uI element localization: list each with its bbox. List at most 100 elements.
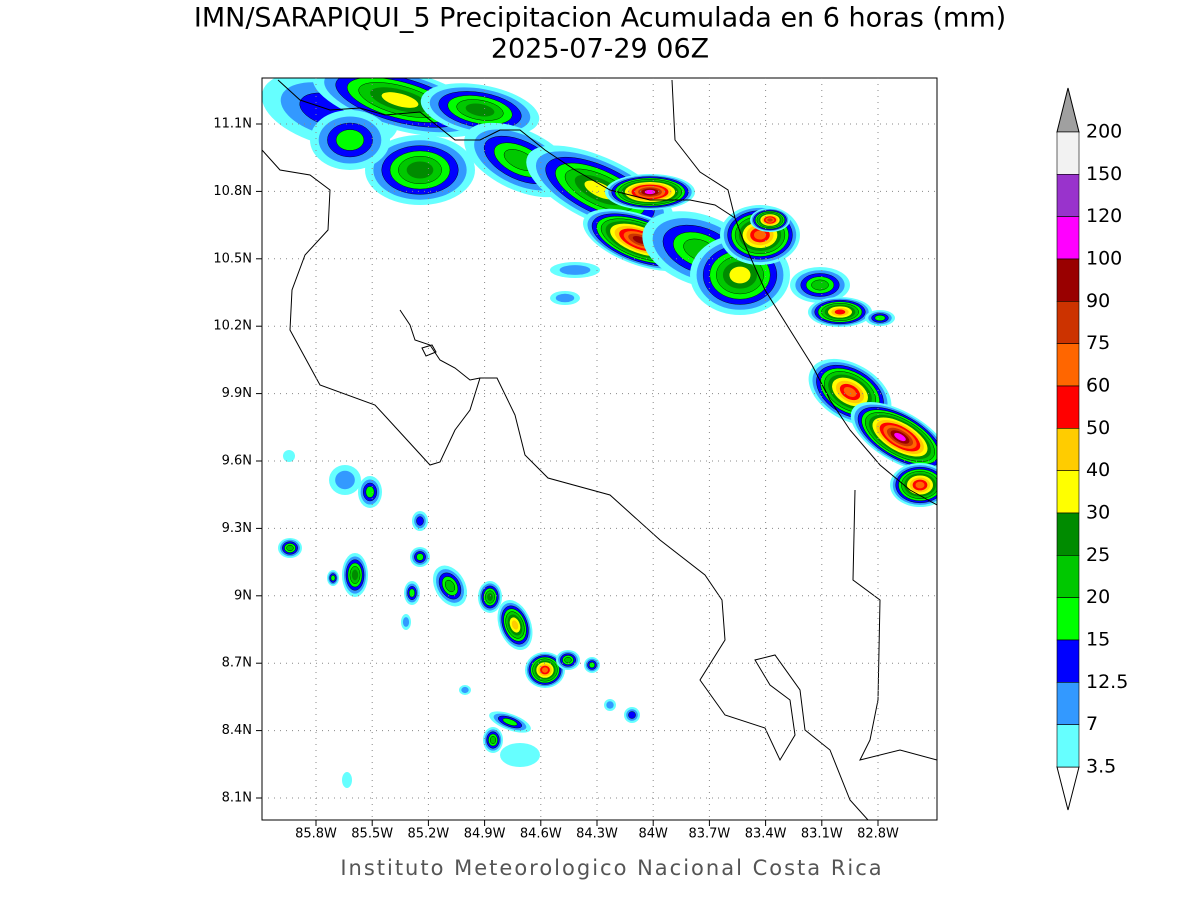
- precip-contour: [416, 516, 424, 526]
- lon-label: 85.2W: [407, 827, 449, 842]
- precip-contour: [330, 575, 336, 581]
- precip-contour: [589, 662, 595, 668]
- colorbar-segment: [1056, 131, 1080, 175]
- precip-contour: [753, 230, 767, 240]
- lon-label: 83.1W: [801, 827, 843, 842]
- precip-contour: [342, 772, 352, 788]
- subtitle: 2025-07-29 06Z: [491, 34, 709, 65]
- lon-label: 83.7W: [688, 827, 730, 842]
- colorbar-label: 30: [1086, 502, 1110, 524]
- precip-contour: [335, 129, 365, 151]
- colorbar-label: 90: [1086, 290, 1110, 312]
- colorbar-segment: [1056, 343, 1080, 387]
- lon-label: 85.5W: [351, 827, 393, 842]
- lon-label: 84.3W: [576, 827, 618, 842]
- colorbar-segment: [1056, 512, 1080, 556]
- colorbar-segment: [1056, 639, 1080, 683]
- precip-contour: [402, 617, 410, 627]
- lat-label: 8.1N: [222, 791, 252, 806]
- lat-label: 8.4N: [222, 723, 252, 738]
- precip-contour: [767, 218, 773, 222]
- precip-contour: [461, 686, 469, 694]
- colorbar-label: 25: [1086, 544, 1110, 566]
- precip-contour: [511, 620, 519, 630]
- colorbar-label: 120: [1086, 205, 1122, 227]
- colorbar-label: 100: [1086, 248, 1122, 270]
- colorbar-label: 75: [1086, 332, 1110, 354]
- nicoya-gulf: [399, 309, 481, 381]
- colorbar-label: 40: [1086, 459, 1110, 481]
- precip-contour: [606, 701, 614, 709]
- precip-contour: [487, 593, 493, 601]
- colorbar-segment: [1056, 597, 1080, 641]
- precip-contour: [874, 315, 886, 321]
- colorbar-label: 3.5: [1086, 756, 1116, 778]
- precip-contour: [541, 667, 549, 673]
- colorbar-under: [1056, 766, 1080, 811]
- lat-label: 8.7N: [222, 656, 252, 671]
- precip-contour: [500, 743, 540, 767]
- coastlines: [262, 79, 937, 820]
- precip-contour: [365, 486, 375, 498]
- precip-contour: [564, 656, 572, 664]
- panama-border: [852, 489, 937, 761]
- precip-contour: [444, 579, 456, 593]
- colorbar-label: 50: [1086, 417, 1110, 439]
- colorbar-label: 12.5: [1086, 671, 1128, 693]
- lon-label: 83.4W: [745, 827, 787, 842]
- colorbar-label: 60: [1086, 375, 1110, 397]
- colorbar-label: 20: [1086, 586, 1110, 608]
- lon-label: 82.8W: [857, 827, 899, 842]
- colorbar-segment: [1056, 724, 1080, 768]
- precip-contour: [335, 470, 355, 490]
- precip-contour: [628, 711, 636, 719]
- colorbar-segment: [1056, 385, 1080, 429]
- map-frame: [261, 77, 938, 821]
- colorbar-segment: [1056, 682, 1080, 725]
- lon-label: 84W: [638, 827, 668, 842]
- colorbar-segment: [1056, 258, 1080, 302]
- precip-contour: [843, 387, 857, 397]
- precip-contour: [834, 309, 846, 315]
- precip-field: [262, 78, 937, 788]
- lat-label: 10.5N: [213, 251, 252, 266]
- precip-contour: [465, 103, 495, 117]
- colorbar-label: 15: [1086, 629, 1110, 651]
- precip-contour: [406, 161, 434, 179]
- precip-contour: [555, 293, 575, 303]
- colorbar-label: 7: [1086, 713, 1098, 735]
- lon-label: 84.9W: [464, 827, 506, 842]
- precip-contour: [351, 569, 359, 581]
- precip-contour: [381, 92, 419, 108]
- lat-label: 10.2N: [213, 319, 252, 334]
- island: [421, 344, 437, 357]
- nicaragua-border: [277, 79, 736, 219]
- precip-contour: [489, 736, 497, 744]
- footer: Instituto Meteorologico Nacional Costa R…: [340, 856, 883, 880]
- precip-contour: [409, 588, 415, 598]
- lat-label: 11.1N: [213, 117, 252, 132]
- precip-contour: [644, 189, 656, 195]
- colorbar-segment: [1056, 555, 1080, 598]
- colorbar-segment: [1056, 301, 1080, 344]
- pacific-coast: [262, 149, 869, 820]
- lat-label: 9.3N: [222, 521, 252, 536]
- lat-label: 10.8N: [213, 184, 252, 199]
- precip-contour: [894, 432, 906, 442]
- lon-label: 85.8W: [295, 827, 337, 842]
- precip-contour: [729, 266, 751, 284]
- precip-contour: [811, 279, 829, 291]
- precip-contour: [559, 265, 591, 275]
- title: IMN/SARAPIQUI_5 Precipitacion Acumulada …: [194, 3, 1006, 34]
- colorbar-over: [1056, 87, 1080, 133]
- colorbar-segment: [1056, 428, 1080, 471]
- lat-label: 9.6N: [222, 454, 252, 469]
- colorbar-label: 200: [1086, 121, 1122, 143]
- precip-contour: [283, 450, 295, 462]
- colorbar-segment: [1056, 174, 1080, 217]
- precip-contour: [416, 553, 424, 561]
- colorbar-segment: [1056, 470, 1080, 514]
- lon-label: 84.6W: [520, 827, 562, 842]
- precip-contour: [286, 544, 294, 552]
